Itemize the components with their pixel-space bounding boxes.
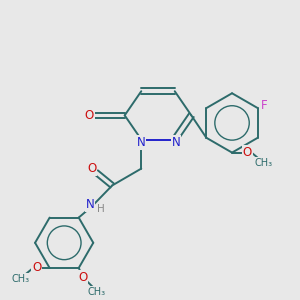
- Text: H: H: [97, 204, 105, 214]
- Text: N: N: [172, 136, 181, 149]
- Text: N: N: [86, 199, 95, 212]
- Text: F: F: [261, 99, 268, 112]
- Text: O: O: [243, 146, 252, 159]
- Text: CH₃: CH₃: [87, 287, 105, 297]
- Text: CH₃: CH₃: [11, 274, 30, 284]
- Text: O: O: [85, 109, 94, 122]
- Text: O: O: [87, 162, 96, 176]
- Text: CH₃: CH₃: [255, 158, 273, 168]
- Text: N: N: [137, 136, 146, 149]
- Text: O: O: [79, 271, 88, 284]
- Text: O: O: [32, 262, 41, 275]
